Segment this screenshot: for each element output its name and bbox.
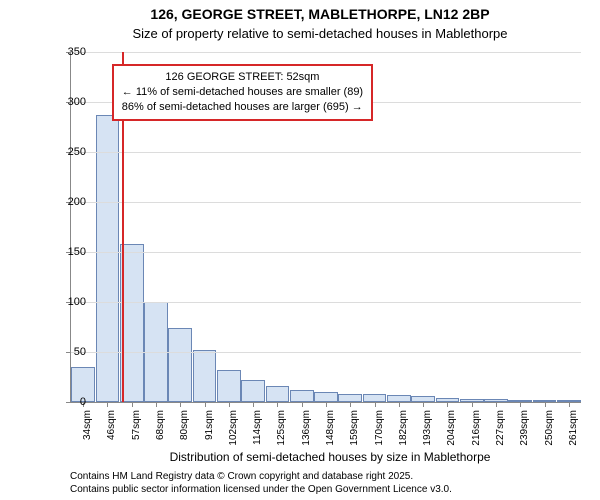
xtick-mark [229,402,230,407]
bar [217,370,241,402]
xtick-label: 57sqm [131,410,142,450]
ytick-label: 250 [46,146,86,158]
gridline [71,352,581,353]
bar [314,392,338,402]
ytick-label: 100 [46,296,86,308]
bar [168,328,192,402]
xtick-label: 102sqm [228,410,239,450]
annotation-line: ← 11% of semi-detached houses are smalle… [122,85,363,100]
xtick-label: 193sqm [422,410,433,450]
bar [96,115,120,402]
xtick-mark [423,402,424,407]
xtick-label: 159sqm [349,410,360,450]
bar [338,394,362,402]
x-axis-label: Distribution of semi-detached houses by … [70,450,590,464]
xtick-mark [447,402,448,407]
xtick-mark [496,402,497,407]
xtick-mark [375,402,376,407]
xtick-mark [107,402,108,407]
bar [387,395,411,402]
annotation-line: 126 GEORGE STREET: 52sqm [122,70,363,85]
xtick-label: 91sqm [204,410,215,450]
gridline [71,52,581,53]
ytick-label: 350 [46,46,86,58]
xtick-label: 34sqm [82,410,93,450]
footer-line-2: Contains public sector information licen… [70,483,452,496]
chart-container: 126, GEORGE STREET, MABLETHORPE, LN12 2B… [0,0,600,500]
footer-credits: Contains HM Land Registry data © Crown c… [70,470,452,496]
xtick-mark [399,402,400,407]
ytick-label: 300 [46,96,86,108]
xtick-label: 204sqm [446,410,457,450]
xtick-mark [569,402,570,407]
xtick-mark [205,402,206,407]
xtick-label: 114sqm [252,410,263,450]
xtick-label: 250sqm [544,410,555,450]
annotation-box: 126 GEORGE STREET: 52sqm← 11% of semi-de… [112,64,373,121]
xtick-mark [520,402,521,407]
xtick-mark [545,402,546,407]
ytick-label: 0 [46,396,86,408]
plot-area: 126 GEORGE STREET: 52sqm← 11% of semi-de… [70,52,581,403]
ytick-label: 150 [46,246,86,258]
xtick-mark [132,402,133,407]
xtick-label: 46sqm [106,410,117,450]
xtick-label: 68sqm [155,410,166,450]
annotation-line: 86% of semi-detached houses are larger (… [122,100,363,115]
xtick-label: 182sqm [398,410,409,450]
xtick-mark [156,402,157,407]
xtick-mark [253,402,254,407]
bar [266,386,290,402]
xtick-label: 216sqm [471,410,482,450]
bar [290,390,314,402]
xtick-label: 170sqm [374,410,385,450]
xtick-label: 125sqm [276,410,287,450]
bar [241,380,265,402]
xtick-label: 80sqm [179,410,190,450]
xtick-label: 261sqm [568,410,579,450]
footer-line-1: Contains HM Land Registry data © Crown c… [70,470,452,483]
xtick-mark [472,402,473,407]
gridline [71,152,581,153]
chart-title-sub: Size of property relative to semi-detach… [50,26,590,41]
bar [363,394,387,402]
ytick-label: 200 [46,196,86,208]
xtick-label: 227sqm [495,410,506,450]
xtick-label: 148sqm [325,410,336,450]
xtick-mark [350,402,351,407]
gridline [71,252,581,253]
xtick-mark [302,402,303,407]
gridline [71,302,581,303]
xtick-mark [326,402,327,407]
xtick-label: 136sqm [301,410,312,450]
xtick-mark [277,402,278,407]
ytick-label: 50 [46,346,86,358]
xtick-mark [180,402,181,407]
xtick-label: 239sqm [519,410,530,450]
gridline [71,202,581,203]
chart-title-main: 126, GEORGE STREET, MABLETHORPE, LN12 2B… [50,6,590,22]
bar [193,350,217,402]
